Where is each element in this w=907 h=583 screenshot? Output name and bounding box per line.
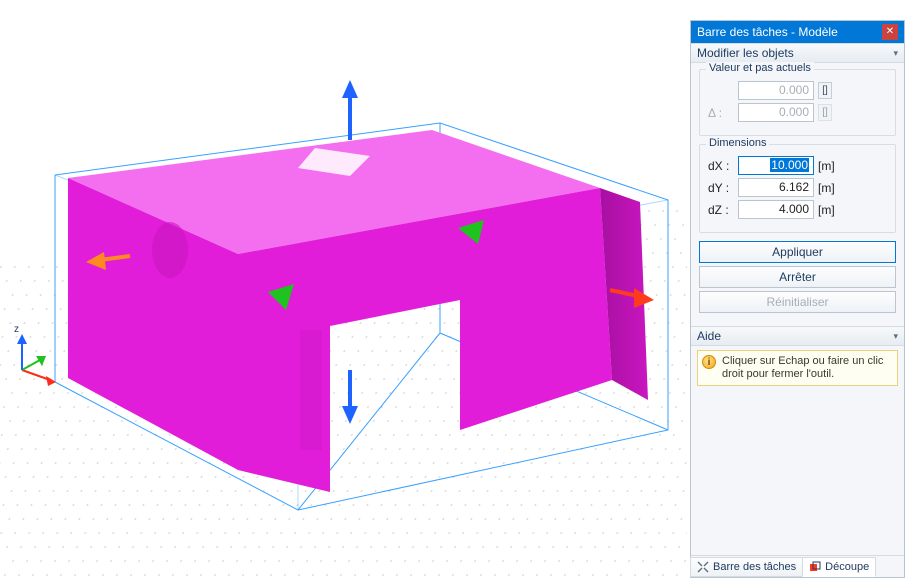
tools-icon [697, 561, 709, 573]
panel-title-text: Barre des tâches - Modèle [697, 21, 882, 43]
stop-button[interactable]: Arrêter [699, 266, 896, 288]
help-text: Cliquer sur Echap ou faire un clic droit… [722, 355, 883, 380]
info-icon: i [702, 355, 716, 369]
dz-label: dZ : [708, 203, 734, 217]
tab-cut[interactable]: Découpe [802, 557, 876, 577]
tab-taskbar[interactable]: Barre des tâches [690, 557, 803, 577]
dy-label: dY : [708, 181, 734, 195]
delta-unit-button: [] [818, 104, 832, 121]
svg-text:z: z [14, 324, 19, 335]
viewport-3d[interactable]: z [0, 0, 687, 580]
bottom-tabs: Barre des tâches Découpe [691, 555, 904, 577]
panel-titlebar[interactable]: Barre des tâches - Modèle ✕ [691, 21, 904, 43]
group-legend: Valeur et pas actuels [706, 62, 814, 74]
dy-unit: [m] [818, 181, 840, 195]
reset-button: Réinitialiser [699, 291, 896, 313]
apply-button[interactable]: Appliquer [699, 241, 896, 263]
group-dimensions: Dimensions dX : 10.000 [m] dY : 6.162 [m… [699, 144, 896, 233]
dx-unit: [m] [818, 159, 840, 173]
value-field: 0.000 [738, 81, 814, 100]
delta-field: 0.000 [738, 103, 814, 122]
chevron-down-icon: ▾ [893, 326, 898, 346]
cut-icon [809, 561, 821, 573]
dx-input[interactable]: 10.000 [738, 156, 814, 175]
section-modify-header[interactable]: Modifier les objets ▾ [691, 43, 904, 63]
close-icon[interactable]: ✕ [882, 24, 898, 40]
dy-input[interactable]: 6.162 [738, 178, 814, 197]
help-hint: i Cliquer sur Echap ou faire un clic dro… [697, 350, 898, 386]
dz-unit: [m] [818, 203, 840, 217]
group-legend: Dimensions [706, 137, 769, 149]
value-unit-button[interactable]: [] [818, 82, 832, 99]
section-help-header[interactable]: Aide ▾ [691, 326, 904, 346]
task-panel: Barre des tâches - Modèle ✕ Modifier les… [690, 20, 905, 578]
arrow-up[interactable] [342, 80, 358, 140]
delta-label: Δ : [708, 106, 734, 120]
section-modify-body: Valeur et pas actuels 0.000 [] Δ : 0.000… [691, 63, 904, 326]
dx-label: dX : [708, 159, 734, 173]
chevron-down-icon: ▾ [893, 43, 898, 63]
group-value-step: Valeur et pas actuels 0.000 [] Δ : 0.000… [699, 69, 896, 136]
dz-input[interactable]: 4.000 [738, 200, 814, 219]
